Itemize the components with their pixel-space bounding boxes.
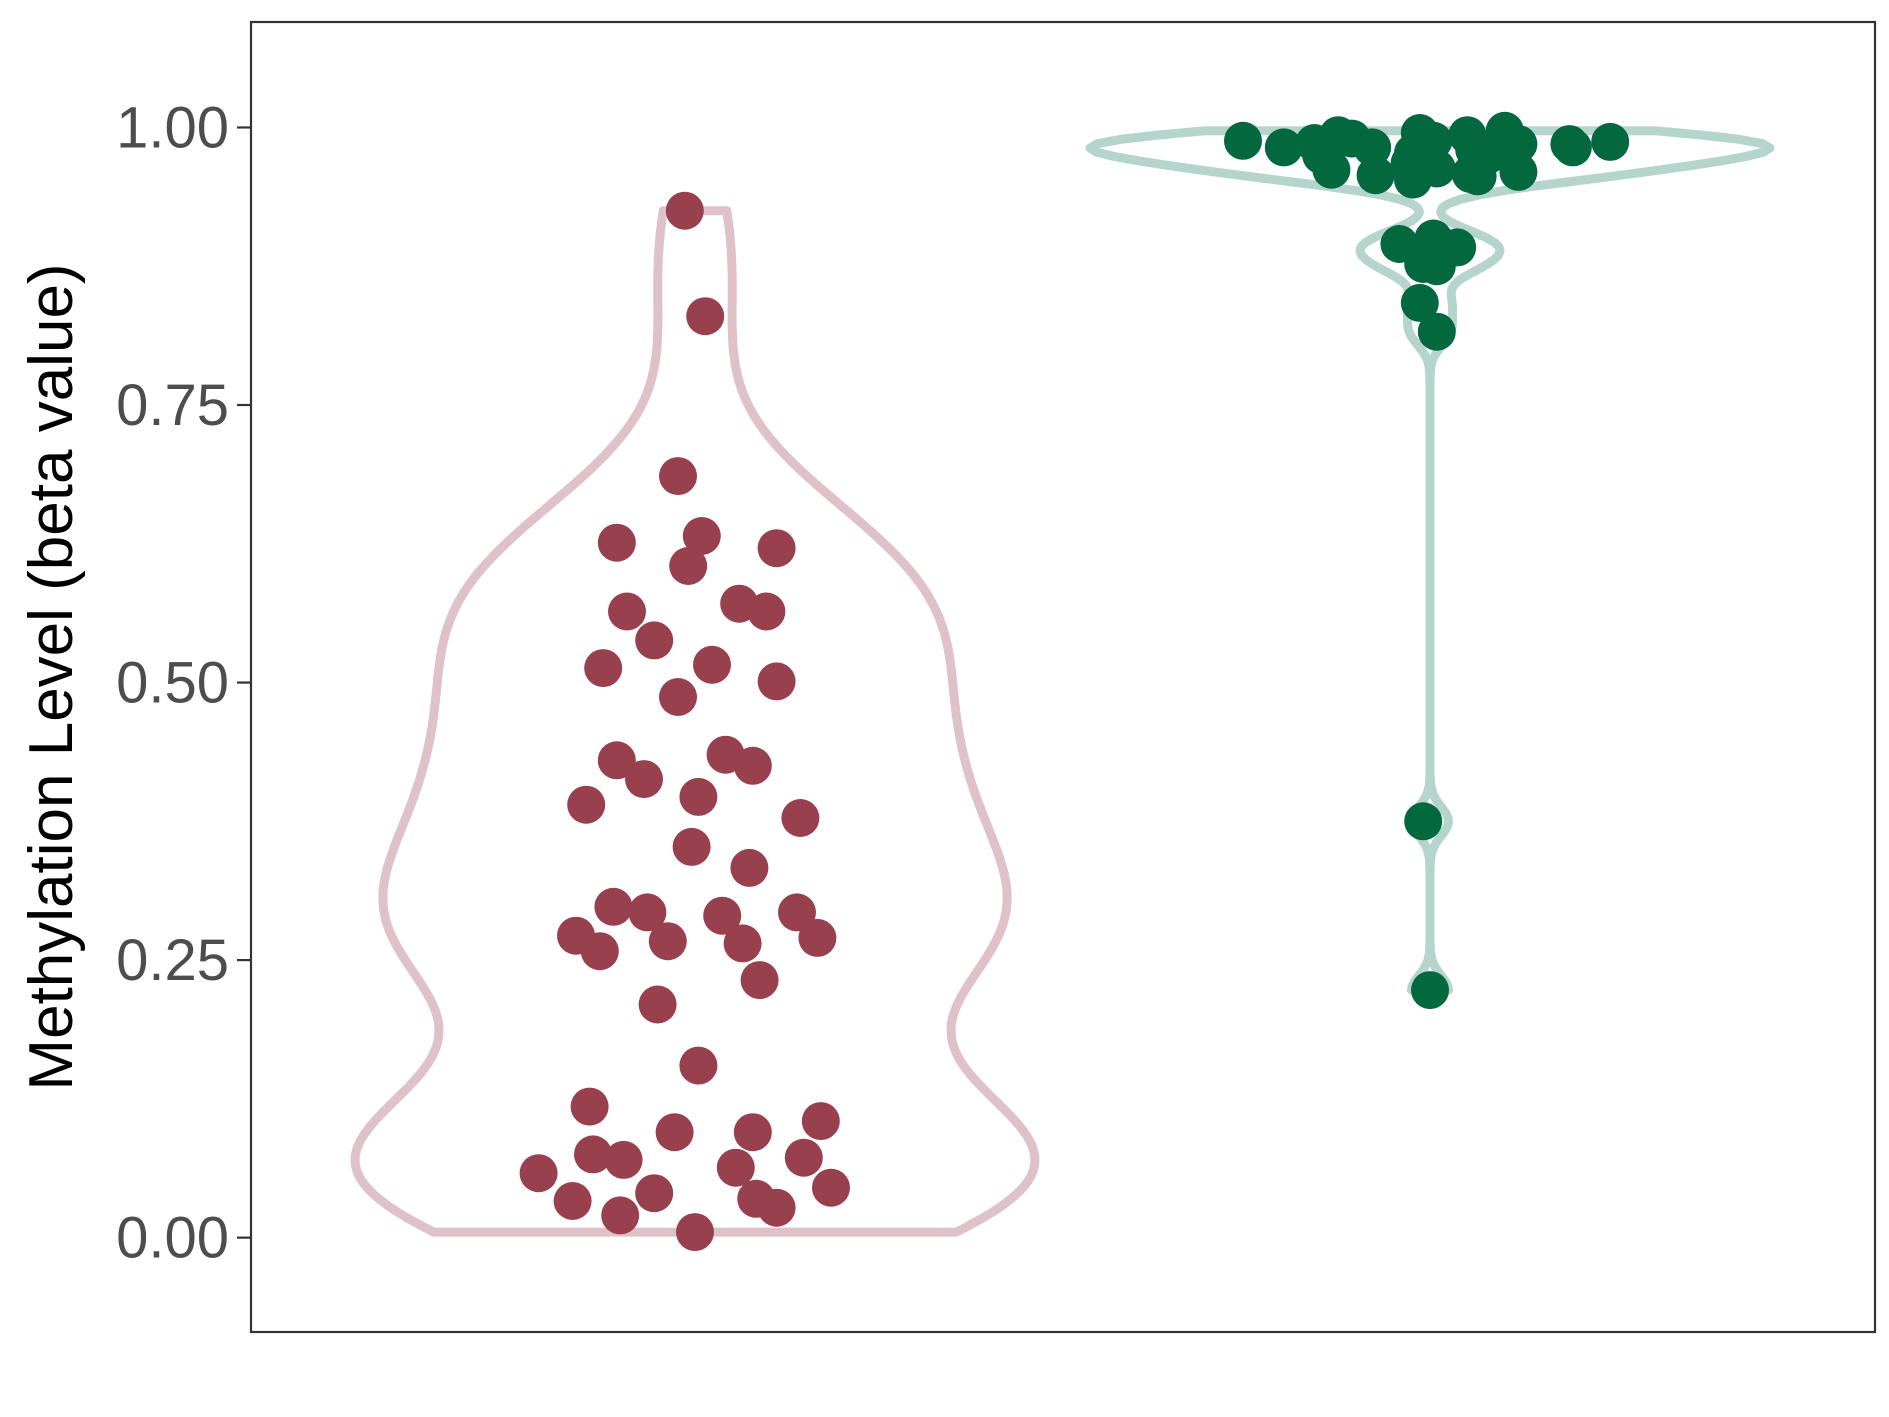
- data-point-1-33: [679, 777, 718, 816]
- data-point-1-39: [659, 678, 697, 716]
- data-point-1-23: [628, 893, 667, 932]
- data-point-1-30: [730, 848, 769, 887]
- data-point-1-25: [703, 896, 742, 935]
- data-point-1-15: [733, 1113, 772, 1152]
- data-point-1-19: [740, 961, 779, 1000]
- y-axis-title: Methylation Level (beta value): [17, 263, 86, 1090]
- data-point-2-4: [1400, 283, 1439, 322]
- data-point-2-22: [1591, 122, 1630, 161]
- data-point-2-33: [1499, 152, 1538, 191]
- plot-panel-border: [249, 20, 1877, 1334]
- data-point-1-27: [778, 893, 816, 932]
- data-point-1-45: [747, 592, 786, 631]
- y-tick-label: 0.75: [116, 373, 229, 438]
- data-point-1-34: [597, 741, 636, 780]
- data-point-1-11: [601, 1196, 640, 1235]
- y-tick-label: 1.00: [116, 95, 229, 160]
- data-point-1-29: [672, 827, 711, 866]
- data-point-1-6: [676, 1213, 714, 1252]
- data-point-1-18: [638, 985, 677, 1024]
- data-point-1-48: [682, 517, 721, 555]
- data-point-2-11: [1264, 128, 1303, 167]
- data-point-1-22: [594, 887, 633, 926]
- data-point-1-41: [757, 662, 796, 701]
- data-point-1-32: [567, 785, 606, 824]
- data-point-1-28: [798, 918, 837, 957]
- data-point-2-28: [1312, 150, 1351, 189]
- data-point-1-51: [686, 297, 725, 336]
- data-point-1-17: [679, 1046, 718, 1085]
- data-point-1-21: [580, 932, 619, 971]
- y-axis: 0.00 0.25 0.50 0.75 1.00: [116, 95, 251, 1271]
- data-point-1-40: [693, 645, 731, 684]
- data-point-1-31: [781, 799, 820, 837]
- data-point-1-46: [597, 523, 636, 562]
- data-point-2-36: [1553, 128, 1592, 167]
- data-point-2-34: [1458, 157, 1497, 196]
- data-point-1-13: [570, 1087, 609, 1126]
- data-point-2-10: [1224, 121, 1262, 160]
- data-point-1-9: [784, 1138, 823, 1177]
- data-point-1-10: [812, 1168, 850, 1207]
- data-point-1-50: [659, 457, 697, 496]
- data-point-1-26: [723, 924, 762, 963]
- data-point-1-2: [553, 1182, 592, 1220]
- data-point-1-4: [604, 1140, 643, 1179]
- data-point-2-20: [1499, 125, 1538, 164]
- data-point-2-2: [1404, 802, 1443, 841]
- data-point-1-16: [801, 1102, 840, 1141]
- data-point-1-35: [625, 760, 663, 799]
- data-point-1-37: [733, 746, 772, 785]
- points-layer: [519, 111, 1630, 1252]
- data-point-1-7: [716, 1148, 755, 1187]
- data-point-1-47: [669, 547, 708, 585]
- data-point-2-9: [1417, 247, 1456, 286]
- violin-outline-1: [350, 206, 1040, 1237]
- data-point-2-3: [1417, 312, 1456, 351]
- data-point-1-38: [584, 649, 623, 688]
- data-point-1-42: [608, 592, 646, 631]
- data-point-1-12: [757, 1188, 796, 1227]
- data-point-1-3: [574, 1135, 612, 1174]
- data-point-1-52: [665, 191, 704, 230]
- data-point-1-14: [655, 1113, 694, 1152]
- data-point-1-49: [757, 529, 796, 568]
- data-point-2-29: [1356, 156, 1395, 195]
- data-point-1-1: [519, 1154, 558, 1193]
- data-point-2-35: [1400, 139, 1439, 178]
- y-tick-label: 0.25: [116, 928, 229, 993]
- data-point-1-43: [635, 621, 674, 660]
- data-point-1-24: [648, 922, 687, 961]
- data-point-2-1: [1411, 971, 1449, 1010]
- y-tick-label: 0.50: [116, 651, 229, 716]
- data-point-1-5: [635, 1174, 674, 1213]
- data-point-2-15: [1353, 128, 1392, 167]
- y-tick-label: 0.00: [116, 1206, 229, 1271]
